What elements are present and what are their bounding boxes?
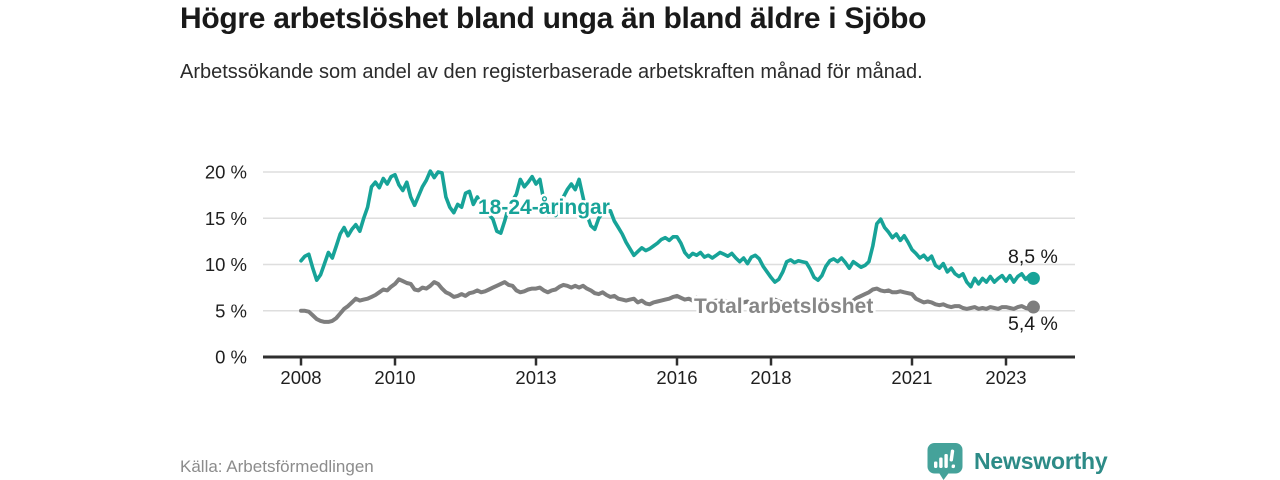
- y-axis-label: 20 %: [205, 162, 247, 183]
- page-title: Högre arbetslöshet bland unga än bland ä…: [180, 2, 927, 35]
- source-note: Källa: Arbetsförmedlingen: [180, 457, 374, 476]
- newsworthy-bars-bubble-icon: [927, 443, 963, 480]
- x-axis-label: 2018: [750, 367, 791, 388]
- y-axis-label: 10 %: [205, 254, 247, 275]
- series-end-value-youth: 8,5 %: [1008, 246, 1058, 268]
- chart-subtitle: Arbetssökande som andel av den registerb…: [180, 61, 923, 83]
- brand-logo: Newsworthy: [926, 442, 1108, 480]
- y-axis-label: 0 %: [215, 347, 247, 368]
- brand-name: Newsworthy: [974, 447, 1108, 474]
- series-line-youth: [299, 169, 1036, 289]
- x-axis-label: 2023: [985, 367, 1026, 388]
- series-end-dot-total: [1026, 300, 1040, 314]
- x-axis-label: 2016: [656, 367, 697, 388]
- series-end-dot-youth: [1026, 271, 1040, 285]
- y-axis-label: 15 %: [205, 208, 247, 229]
- series-line-total: [299, 277, 1036, 324]
- series-end-value-total: 5,4 %: [1008, 313, 1058, 335]
- series-label-total: Total arbetslöshet: [694, 295, 873, 318]
- y-axis-label: 5 %: [215, 300, 247, 321]
- x-axis-label: 2021: [891, 367, 932, 388]
- series-label-youth: 18-24-åringar: [478, 196, 610, 219]
- x-axis-label: 2008: [280, 367, 321, 388]
- x-axis-label: 2013: [515, 367, 556, 388]
- x-axis-label: 2010: [374, 367, 415, 388]
